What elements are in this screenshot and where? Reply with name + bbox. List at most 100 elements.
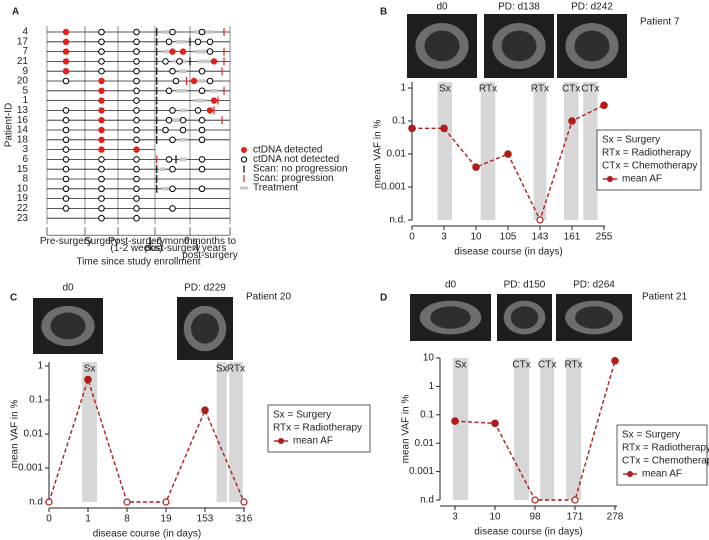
ctdna-not-detected xyxy=(198,185,206,193)
column-label: 4 years xyxy=(194,243,227,254)
patient-id: 22 xyxy=(17,203,29,214)
y-tick-label: 0.001 xyxy=(409,466,434,477)
column-label: Surgery xyxy=(84,236,119,247)
y-tick-label: 0.001 xyxy=(18,463,43,474)
treatment-bar xyxy=(172,118,180,122)
column-label: post-surgery xyxy=(145,243,201,254)
legend-label: ctDNA detected xyxy=(253,145,322,156)
ctdna-detected xyxy=(98,117,105,124)
ctdna-not-detected xyxy=(169,185,176,193)
ctdna-detected xyxy=(62,68,70,75)
data-point xyxy=(571,496,579,504)
treatment-band xyxy=(533,82,547,220)
y-tick-label: 10 xyxy=(423,353,435,364)
ctdna-detected xyxy=(190,77,198,85)
treatment-bar xyxy=(162,30,169,34)
ctdna-not-detected xyxy=(62,175,70,183)
treatment-band xyxy=(453,358,469,500)
image-caption: d0 xyxy=(62,283,74,294)
ctdna-not-detected xyxy=(165,87,173,95)
legend-marker xyxy=(240,186,248,190)
ctdna-not-detected xyxy=(133,165,140,173)
legend-label: Scan: progression xyxy=(253,173,334,184)
legend-label: Sx = Surgery xyxy=(622,430,680,441)
legend-label: Treatment xyxy=(253,183,298,194)
ctdna-not-detected xyxy=(98,156,105,163)
band-label: RTx xyxy=(565,360,583,371)
ctdna-not-detected xyxy=(162,58,169,65)
ctdna-not-detected xyxy=(198,67,206,75)
legend-box xyxy=(267,404,371,453)
ctdna-detected xyxy=(98,136,105,143)
ctdna-not-detected xyxy=(98,28,105,36)
patient-label: Patient 21 xyxy=(642,292,687,303)
ctdna-not-detected xyxy=(98,48,105,55)
y-tick-label: 1 xyxy=(400,83,406,94)
legend-marker xyxy=(607,176,613,182)
treatment-band xyxy=(514,358,529,500)
ctdna-not-detected xyxy=(133,67,140,75)
y-tick-label: 0.01 xyxy=(24,429,44,440)
ctdna-detected xyxy=(62,28,70,36)
ctdna-not-detected xyxy=(133,214,140,222)
legend-label: mean AF xyxy=(642,469,682,480)
patient-id: 6 xyxy=(22,154,28,165)
patient-id: 4 xyxy=(22,27,28,38)
x-tick-label: 10 xyxy=(470,232,482,243)
treatment-bar xyxy=(179,157,187,162)
ctdna-detected xyxy=(98,97,105,104)
data-point xyxy=(536,216,544,224)
treatment-bar xyxy=(162,49,169,54)
ctdna-not-detected xyxy=(62,185,70,193)
band-label: Sx xyxy=(439,84,451,95)
treatment-band xyxy=(216,362,227,502)
y-tick-label: 1 xyxy=(37,361,43,372)
patient-id: 14 xyxy=(17,125,29,136)
ct-scan-detail xyxy=(430,306,471,329)
treatment-bar xyxy=(179,108,187,113)
ctdna-not-detected xyxy=(165,156,173,163)
column-label: (1-2 weeks) xyxy=(110,243,162,254)
legend-label: RTx = Radiotherapy xyxy=(602,148,691,159)
ctdna-not-detected xyxy=(169,67,176,75)
data-point xyxy=(123,498,131,506)
x-axis-title: disease course (in days) xyxy=(474,527,582,538)
ctdna-not-detected xyxy=(133,175,140,183)
treatment-bar xyxy=(179,69,187,73)
ctdna-not-detected xyxy=(198,87,206,95)
treatment-bar xyxy=(198,59,210,64)
ctdna-detected xyxy=(169,48,176,55)
x-tick-label: 10 xyxy=(489,512,501,523)
ctdna-not-detected xyxy=(98,165,105,173)
ctdna-not-detected xyxy=(198,156,206,163)
patient-id: 19 xyxy=(17,193,29,204)
column-label: 1-6 months xyxy=(147,236,197,247)
data-point xyxy=(84,375,92,384)
ctdna-detected xyxy=(62,48,70,55)
legend-label: mean AF xyxy=(622,174,662,185)
ctdna-not-detected xyxy=(169,205,176,212)
treatment-band xyxy=(583,82,598,220)
data-point xyxy=(201,406,209,415)
y-tick-label: 0.01 xyxy=(415,438,435,449)
x-tick-label: 0 xyxy=(46,514,52,525)
y-axis-title: Patient-ID xyxy=(4,103,15,147)
panel-letter: A xyxy=(12,7,19,18)
image-caption: PD: d242 xyxy=(571,2,613,13)
column-label: Post-surgery xyxy=(108,236,165,247)
treatment-band xyxy=(437,82,452,220)
band-label: RTx xyxy=(227,364,245,375)
ctdna-not-detected xyxy=(133,126,140,134)
data-point xyxy=(531,496,539,504)
panel-letter: C xyxy=(10,293,17,304)
x-tick-label: 278 xyxy=(607,512,624,523)
ctdna-not-detected xyxy=(133,116,140,124)
y-tick-label: 0.01 xyxy=(387,149,407,160)
treatment-band xyxy=(564,82,579,220)
y-tick-label: 0.001 xyxy=(381,182,406,193)
y-axis-title: mean VAF in % xyxy=(401,395,412,464)
y-tick-label: 0.1 xyxy=(29,395,43,406)
ctdna-not-detected xyxy=(133,58,140,65)
treatment-band xyxy=(480,82,496,220)
